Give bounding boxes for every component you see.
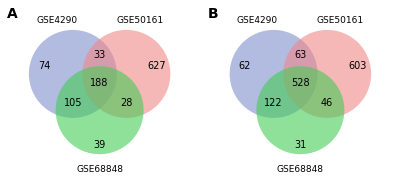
Text: 63: 63 xyxy=(294,50,306,60)
Text: B: B xyxy=(208,7,218,21)
Text: 31: 31 xyxy=(294,140,306,150)
Circle shape xyxy=(230,30,318,118)
Text: 188: 188 xyxy=(90,79,109,88)
Text: 528: 528 xyxy=(291,79,310,88)
Text: GSE4290: GSE4290 xyxy=(36,16,77,25)
Text: GSE68848: GSE68848 xyxy=(277,165,324,174)
Text: 627: 627 xyxy=(148,61,166,71)
Text: 28: 28 xyxy=(120,98,132,108)
Text: 33: 33 xyxy=(94,50,106,60)
Text: 122: 122 xyxy=(264,98,283,108)
Circle shape xyxy=(283,30,371,118)
Text: 603: 603 xyxy=(348,61,367,71)
Circle shape xyxy=(29,30,117,118)
Text: 39: 39 xyxy=(94,140,106,150)
Text: GSE4290: GSE4290 xyxy=(237,16,278,25)
Text: GSE50161: GSE50161 xyxy=(116,16,163,25)
Circle shape xyxy=(256,66,344,154)
Text: 46: 46 xyxy=(321,98,333,108)
Circle shape xyxy=(82,30,170,118)
Text: GSE68848: GSE68848 xyxy=(76,165,123,174)
Text: 74: 74 xyxy=(38,61,50,71)
Text: 105: 105 xyxy=(64,98,82,108)
Text: GSE50161: GSE50161 xyxy=(317,16,364,25)
Text: 62: 62 xyxy=(239,61,251,71)
Text: A: A xyxy=(7,7,18,21)
Circle shape xyxy=(56,66,144,154)
